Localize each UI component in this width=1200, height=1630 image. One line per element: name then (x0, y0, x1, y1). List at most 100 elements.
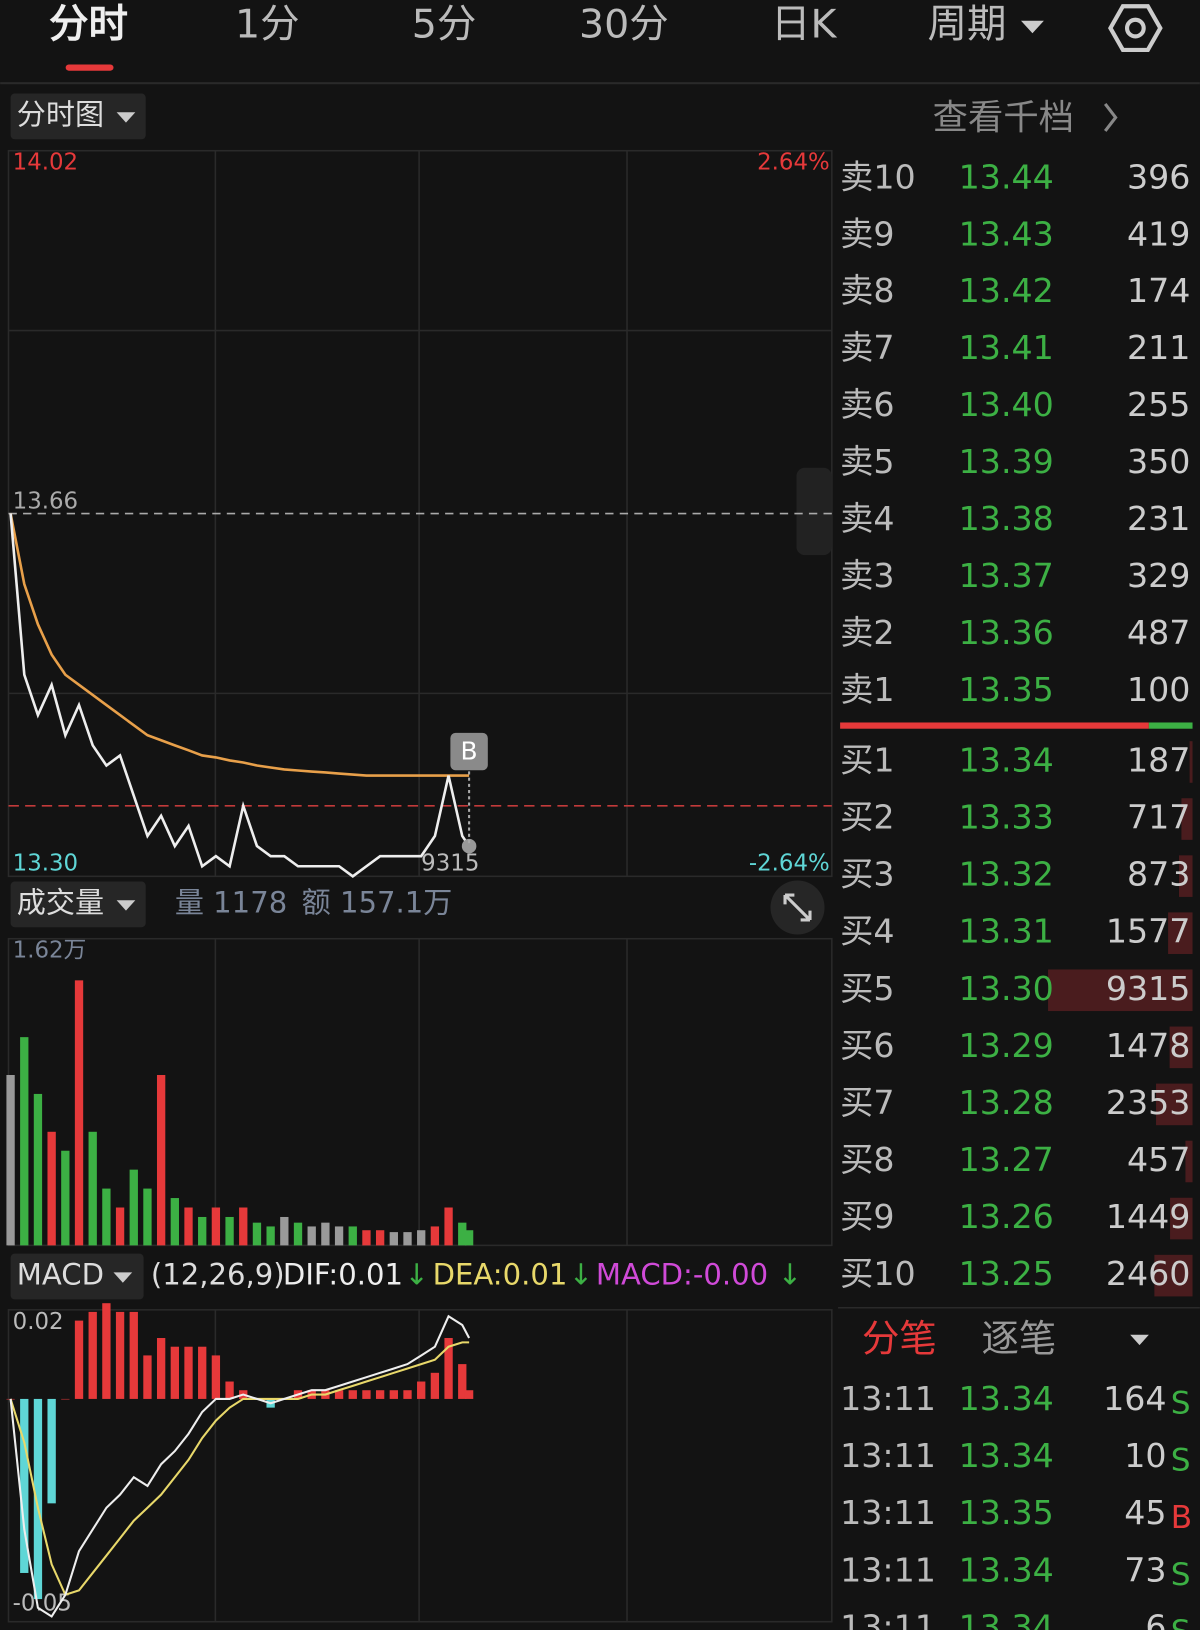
trades-dropdown-arrow[interactable] (1130, 1334, 1149, 1346)
side-handle[interactable] (796, 467, 832, 556)
macd-bar (61, 1398, 70, 1400)
macd-bar (430, 1372, 440, 1399)
order-qty: 1449 (1106, 1197, 1191, 1236)
price-line (9, 513, 471, 878)
volume-bar (239, 1207, 248, 1246)
order-level: 买3 (840, 855, 894, 894)
order-level: 卖6 (840, 385, 894, 424)
order-level: 买1 (840, 740, 894, 779)
tab[interactable]: 30分 (579, 2, 669, 48)
trade-time: 13:11 (840, 1607, 936, 1630)
trade-qty: 6 (1145, 1607, 1166, 1630)
trades-tab[interactable]: 逐笔 (982, 1317, 1057, 1361)
trade-marker (450, 732, 488, 771)
order-level: 卖3 (840, 556, 894, 595)
bid-depth-bar (1181, 798, 1193, 840)
volume-bar (225, 1216, 234, 1246)
macd-bar (88, 1311, 97, 1399)
y-tick-label: -0.05 (13, 1591, 72, 1617)
order-price: 13.29 (959, 1026, 1054, 1065)
button-label: MACD (17, 1258, 104, 1292)
order-price: 13.28 (959, 1083, 1054, 1122)
order-level: 买4 (840, 912, 894, 951)
bid-ratio-bar (840, 722, 1149, 729)
expand-icon (783, 893, 812, 922)
order-price: 13.26 (959, 1197, 1054, 1236)
amount-label: 额 157.1万 (302, 885, 453, 919)
volume-bar (143, 1188, 152, 1246)
volume-bar (307, 1226, 316, 1246)
macd-bar (464, 1390, 474, 1399)
settings-icon[interactable] (1108, 4, 1163, 52)
macd-bar (403, 1390, 412, 1399)
dropdown-arrow (113, 1272, 133, 1283)
volume-bar (33, 1093, 43, 1246)
volume-bar (334, 1226, 344, 1246)
volume-bar (6, 1075, 15, 1246)
trade-side: S (1171, 1557, 1191, 1593)
order-qty: 396 (1127, 157, 1190, 196)
tab[interactable]: 周期 (927, 2, 1006, 48)
tab[interactable]: 1分 (235, 2, 300, 48)
macd-legend: DIF:0.01 (283, 1258, 403, 1292)
trade-time: 13:11 (840, 1493, 936, 1532)
order-price: 13.25 (959, 1254, 1054, 1293)
tab[interactable]: 分时 (49, 2, 128, 48)
macd-bar (170, 1346, 179, 1399)
macd-bar (33, 1398, 43, 1600)
chart-mode-button[interactable] (10, 93, 146, 140)
macd-params: (12,26,9) (151, 1258, 285, 1292)
gear-center (1124, 17, 1146, 39)
trade-price: 13.34 (959, 1607, 1054, 1630)
bid-depth-bar (1178, 855, 1193, 897)
volume-bar (115, 1207, 125, 1246)
y-tick-label: 1.62万 (13, 938, 87, 964)
order-price: 13.35 (959, 670, 1054, 709)
macd-bar (417, 1381, 426, 1399)
order-qty: 419 (1127, 214, 1190, 253)
macd-arrow: ↓ (569, 1258, 593, 1292)
macd-bar (184, 1346, 193, 1399)
volume-bar (129, 1169, 138, 1246)
volume-bar (20, 1037, 29, 1246)
trades-tab[interactable]: 分笔 (862, 1317, 937, 1361)
volume-bar (184, 1207, 193, 1246)
volume-bar (252, 1222, 262, 1246)
order-price: 13.42 (959, 271, 1054, 310)
trade-price: 13.34 (959, 1379, 1054, 1418)
macd-bar (225, 1381, 234, 1399)
macd-arrow: ↓ (405, 1258, 429, 1292)
average-line (9, 513, 470, 777)
volume-bar (61, 1150, 70, 1246)
order-level: 卖4 (840, 499, 894, 538)
bid-depth-bar (1156, 1083, 1193, 1126)
volume-bar (102, 1188, 111, 1246)
macd-legend: DEA:0.01 (433, 1258, 568, 1292)
period-dropdown-arrow[interactable] (1021, 20, 1044, 34)
order-price: 13.32 (959, 855, 1054, 894)
volume-mode-button[interactable] (10, 881, 146, 928)
trade-price: 13.35 (959, 1493, 1054, 1532)
order-level: 卖8 (840, 271, 894, 310)
order-qty: 255 (1127, 385, 1190, 424)
macd-bar (444, 1338, 453, 1399)
chevron-right (1103, 103, 1118, 132)
tab-underline (65, 64, 114, 71)
macd-bar (115, 1311, 125, 1399)
macd-bar (389, 1390, 398, 1399)
order-qty: 717 (1127, 798, 1190, 837)
button-label: 分时图 (17, 97, 104, 131)
tab[interactable]: 日K (771, 2, 838, 48)
macd-bar (362, 1390, 371, 1399)
tab[interactable]: 5分 (412, 2, 477, 48)
dif-line (9, 1314, 471, 1618)
macd-bar (143, 1355, 152, 1399)
macd-bar (129, 1311, 138, 1399)
trade-marker-label: B (461, 737, 478, 766)
trade-time: 13:11 (840, 1436, 936, 1475)
order-qty: 1577 (1106, 912, 1191, 951)
indicator-button[interactable] (10, 1253, 144, 1300)
trade-side: S (1171, 1443, 1191, 1479)
order-qty: 231 (1127, 499, 1190, 538)
order-level: 买10 (840, 1254, 916, 1293)
